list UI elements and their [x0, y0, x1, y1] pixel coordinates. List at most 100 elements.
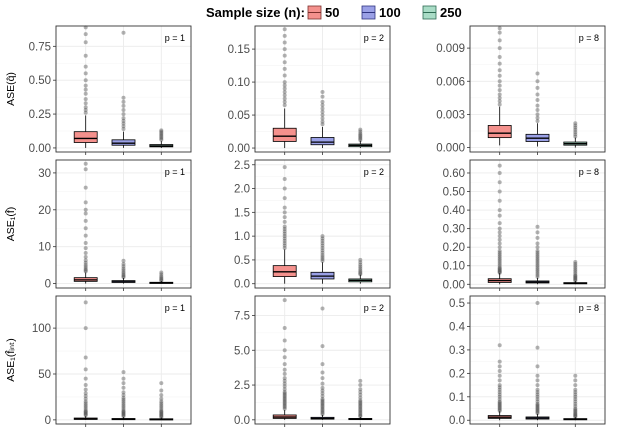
outlier-point: [282, 403, 287, 408]
outlier-point: [497, 163, 502, 168]
outlier-point: [282, 406, 287, 411]
outlier-point: [320, 398, 325, 403]
outlier-point: [83, 211, 88, 216]
outlier-point: [535, 230, 540, 235]
outlier-point: [497, 270, 502, 275]
box-n50: [487, 343, 512, 421]
outlier-point: [497, 258, 502, 263]
iqr-box: [111, 139, 136, 146]
outlier-point: [358, 405, 363, 410]
outlier-point: [358, 412, 363, 417]
outlier-point: [282, 215, 287, 220]
outlier-point: [282, 348, 287, 353]
outlier-point: [320, 238, 325, 243]
y-tick-label: 2.5: [234, 160, 250, 172]
outlier-point: [282, 338, 287, 343]
y-tick-label: 0.40: [443, 205, 465, 217]
outlier-point: [535, 411, 540, 416]
outlier-point: [497, 92, 502, 97]
panel-r2-c0: 0 50 100 p = 1 ASE₁(f̂ᵢₙₜ): [3, 295, 192, 427]
outlier-point: [497, 180, 502, 185]
y-tick-label: 1.0: [234, 231, 250, 243]
outlier-point: [320, 255, 325, 260]
outlier-point: [573, 412, 578, 417]
outlier-point: [282, 229, 287, 234]
y-tick-label: 7.5: [234, 310, 250, 322]
outlier-point: [83, 91, 88, 96]
outlier-point: [358, 399, 363, 404]
outlier-point: [282, 392, 287, 397]
outlier-point: [320, 403, 325, 408]
y-tick-label: 100: [32, 323, 51, 335]
outlier-point: [497, 26, 502, 31]
outlier-point: [159, 409, 164, 414]
outlier-point: [358, 387, 363, 392]
outlier-point: [159, 405, 164, 410]
outlier-point: [497, 189, 502, 194]
outlier-point: [282, 210, 287, 215]
outlier-point: [535, 394, 540, 399]
outlier-point: [282, 398, 287, 403]
outlier-point: [121, 273, 126, 278]
outlier-point: [573, 413, 578, 418]
outlier-point: [159, 128, 164, 133]
outlier-point: [282, 83, 287, 88]
outlier-point: [282, 234, 287, 239]
box-n100: [310, 89, 335, 149]
outlier-point: [159, 274, 164, 279]
outlier-point: [282, 367, 287, 372]
outlier-point: [320, 258, 325, 263]
outlier-point: [573, 399, 578, 404]
outlier-point: [83, 226, 88, 231]
outlier-point: [282, 387, 287, 392]
outlier-point: [497, 268, 502, 273]
outlier-point: [535, 115, 540, 120]
panel-r0-c2: 0.000 0.003 0.006 0.009 p = 8: [436, 25, 606, 155]
outlier-point: [497, 404, 502, 409]
outlier-point: [535, 301, 540, 306]
box-n100: [310, 234, 335, 284]
outlier-point: [497, 270, 502, 275]
outlier-point: [159, 401, 164, 406]
outlier-point: [121, 405, 126, 410]
outlier-point: [320, 391, 325, 396]
outlier-point: [358, 402, 363, 407]
outlier-point: [121, 385, 126, 390]
outlier-point: [535, 71, 540, 76]
outlier-point: [320, 253, 325, 258]
outlier-point: [83, 233, 88, 238]
outlier-point: [121, 411, 126, 416]
outlier-point: [535, 261, 540, 266]
outlier-point: [282, 96, 287, 101]
box-n250: [348, 127, 373, 149]
outlier-point: [121, 393, 126, 398]
outlier-point: [573, 406, 578, 411]
outlier-point: [535, 271, 540, 276]
outlier-point: [282, 60, 287, 65]
outlier-point: [320, 394, 325, 399]
outlier-point: [320, 401, 325, 406]
panel-label: p = 1: [165, 303, 185, 313]
outlier-point: [358, 136, 363, 141]
outlier-point: [535, 406, 540, 411]
outlier-point: [282, 165, 287, 170]
outlier-point: [535, 392, 540, 397]
outlier-point: [83, 258, 88, 263]
outlier-point: [121, 116, 126, 121]
outlier-point: [320, 250, 325, 255]
outlier-point: [497, 260, 502, 265]
outlier-point: [121, 108, 126, 112]
outlier-point: [320, 306, 325, 311]
outlier-point: [535, 364, 540, 369]
y-tick-label: 0.25: [29, 109, 51, 121]
outlier-point: [121, 413, 126, 418]
outlier-point: [497, 252, 502, 257]
y-tick-label: 2.5: [234, 380, 250, 392]
outlier-point: [497, 250, 502, 255]
outlier-point: [535, 119, 540, 124]
outlier-point: [83, 250, 88, 255]
outlier-point: [282, 80, 287, 85]
outlier-point: [282, 103, 287, 108]
outlier-point: [320, 103, 325, 108]
outlier-point: [121, 410, 126, 415]
